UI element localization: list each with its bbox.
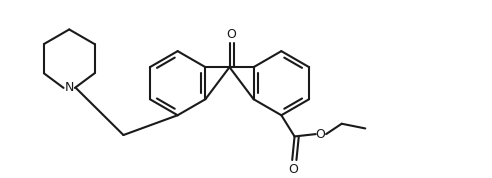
Text: O: O bbox=[227, 28, 237, 41]
Text: O: O bbox=[288, 163, 298, 176]
Text: O: O bbox=[315, 128, 325, 141]
Text: N: N bbox=[64, 81, 74, 94]
